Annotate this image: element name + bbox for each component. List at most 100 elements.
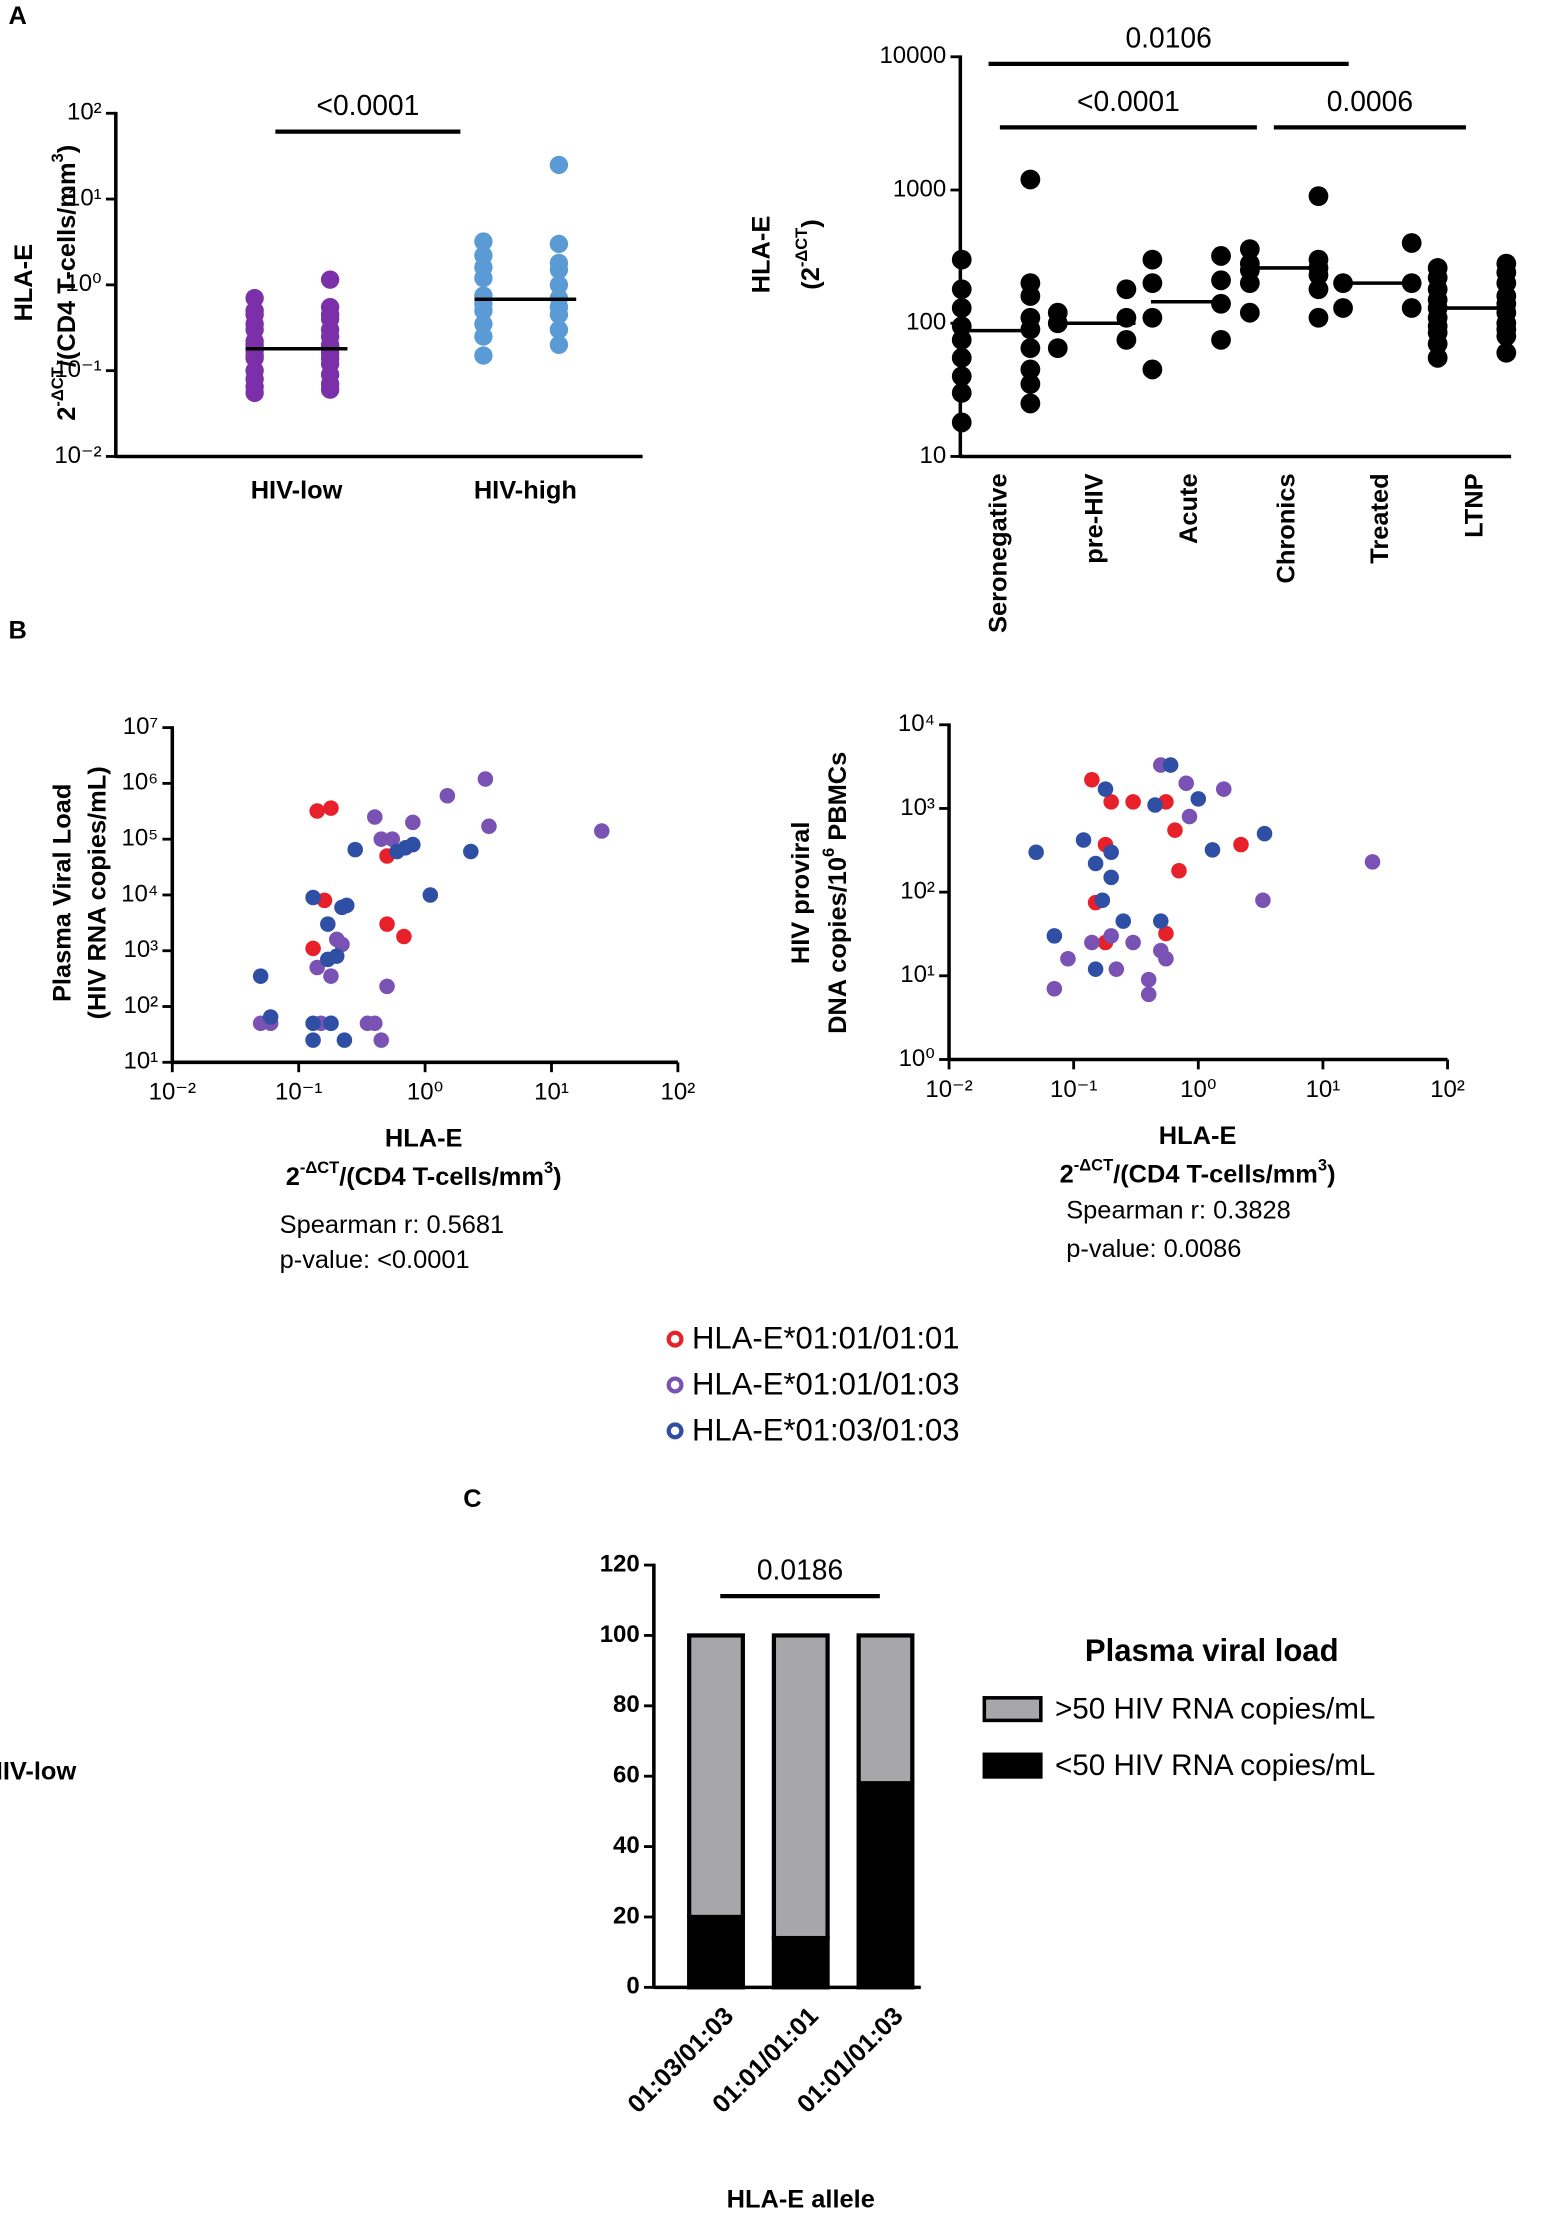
y-tick-label: 10¹ — [900, 961, 935, 988]
data-point — [1060, 950, 1076, 967]
data-point — [309, 803, 325, 819]
data-point — [1142, 307, 1163, 328]
y-tick-label: 10¹ — [123, 1048, 158, 1075]
x-tick-label: 10⁻² — [149, 1079, 196, 1106]
x-tick-label: 10⁻¹ — [1050, 1076, 1097, 1103]
x-tick-label: 10¹ — [534, 1079, 569, 1106]
data-point — [1158, 925, 1174, 942]
data-point — [1094, 892, 1111, 909]
legend-marker — [666, 1376, 684, 1394]
data-point — [951, 279, 972, 300]
data-point — [1496, 326, 1517, 347]
x-tick-label: pre-HIV — [1081, 473, 1109, 563]
data-point — [384, 831, 401, 847]
data-point — [320, 270, 340, 289]
data-point — [1308, 307, 1329, 328]
data-point — [1116, 279, 1137, 300]
data-point — [1308, 279, 1329, 300]
data-point — [320, 951, 336, 968]
data-point — [305, 889, 321, 906]
bar-segment — [771, 1633, 830, 1941]
y-tick-label: 80 — [613, 1691, 640, 1718]
x-axis-label: HLA-E allele — [727, 2185, 875, 2213]
x-tick-label: LTNP — [1461, 473, 1489, 537]
x-tick-label: 10⁰ — [1180, 1076, 1216, 1103]
label-segment: ) — [553, 1163, 561, 1191]
label-segment: PBMCs — [824, 752, 852, 848]
data-point — [1140, 971, 1157, 988]
data-point — [951, 298, 972, 318]
data-point — [1211, 246, 1231, 266]
data-point — [1427, 333, 1448, 354]
data-point — [477, 771, 494, 787]
data-point — [549, 335, 569, 355]
data-point — [379, 978, 395, 995]
data-point — [1308, 186, 1329, 206]
data-point — [1190, 791, 1207, 807]
data-point — [1087, 855, 1104, 872]
data-point — [373, 831, 390, 847]
data-point — [379, 916, 395, 932]
data-point — [549, 155, 569, 175]
data-point — [1115, 913, 1132, 929]
data-point — [1162, 757, 1179, 773]
significance-label: 0.0106 — [1125, 21, 1211, 53]
data-point — [1204, 842, 1221, 858]
y-tick-label: 100 — [906, 309, 946, 336]
x-tick-label: 10⁻¹ — [275, 1079, 322, 1106]
data-point — [1084, 934, 1100, 951]
annotation: p-value: 0.0086 — [1066, 1235, 1241, 1263]
label-segment: /(CD4 T-cells/mm — [339, 1163, 544, 1191]
data-point — [405, 836, 421, 853]
legend-label: HLA-E*01:01/01:01 — [692, 1321, 960, 1356]
data-point — [1125, 794, 1141, 810]
data-point — [1158, 950, 1174, 967]
data-point — [1087, 961, 1104, 977]
data-point — [245, 383, 264, 403]
y-axis-label: 2-ΔCT/(CD4 T-cells/mm3) — [48, 145, 81, 421]
legend-label: <50 HIV RNA copies/mL — [1055, 1749, 1375, 1782]
y-tick-label: 10⁰ — [899, 1045, 935, 1072]
label-segment: 3 — [544, 1158, 553, 1177]
data-point — [1256, 825, 1273, 842]
panel-letter: C — [463, 1485, 481, 1513]
x-tick-label: Chronics — [1273, 473, 1301, 583]
data-point — [422, 887, 439, 903]
data-point — [549, 260, 569, 279]
y-tick-label: 10⁰ — [65, 270, 101, 297]
x-tick-label: Seronegative — [985, 473, 1013, 633]
panel-letter: A — [8, 2, 26, 30]
data-point — [367, 809, 383, 825]
data-point — [1308, 265, 1329, 285]
data-point — [1211, 270, 1231, 291]
significance-label: <0.0001 — [1077, 85, 1180, 117]
data-point — [474, 327, 493, 346]
data-point — [1211, 293, 1231, 314]
legend-swatch — [982, 1696, 1043, 1723]
data-point — [1255, 892, 1271, 909]
data-point — [951, 347, 972, 368]
data-point — [1171, 863, 1187, 879]
y-tick-label: 10³ — [900, 794, 935, 821]
data-point — [1103, 869, 1119, 886]
x-tick-label: 10¹ — [1306, 1076, 1341, 1103]
data-point — [463, 843, 479, 860]
data-point — [951, 366, 972, 387]
x-axis-label: 2-ΔCT/(CD4 T-cells/mm3) — [1060, 1155, 1336, 1188]
annotation: Spearman r: 0.5681 — [280, 1211, 505, 1239]
data-point — [1211, 329, 1231, 350]
x-tick-label: 10⁻² — [925, 1076, 972, 1103]
data-point — [1125, 934, 1141, 951]
bar-segment — [856, 1781, 915, 1990]
data-point — [474, 346, 493, 365]
data-point — [1046, 981, 1063, 997]
label-segment: ) — [53, 145, 81, 153]
y-tick-label: 10² — [67, 99, 102, 126]
label-segment: 2 — [53, 407, 81, 421]
data-point — [1147, 797, 1163, 813]
data-point — [1401, 298, 1422, 318]
label-segment: DNA copies/10 — [824, 857, 852, 1034]
legend-label: HLA-E*01:03/01:03 — [692, 1413, 960, 1448]
data-point — [951, 249, 972, 270]
